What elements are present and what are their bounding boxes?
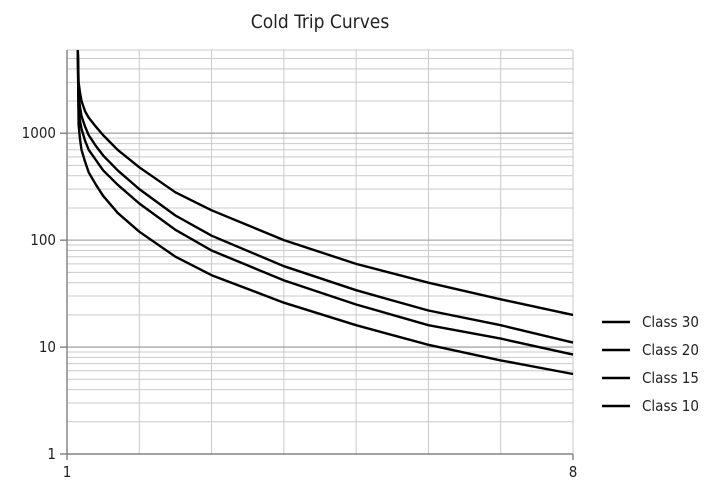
legend-label: Class 10 bbox=[642, 397, 699, 415]
series-line-class-20 bbox=[76, 49, 574, 344]
chart-title: Cold Trip Curves bbox=[251, 11, 390, 33]
tick-labels: 1 10 100 1000 1 8 bbox=[22, 124, 578, 481]
y-tick-label: 100 bbox=[30, 231, 56, 249]
y-tick-label: 10 bbox=[39, 338, 56, 356]
legend-label: Class 30 bbox=[642, 313, 699, 331]
series-line-class-30 bbox=[76, 49, 574, 317]
legend-label: Class 15 bbox=[642, 369, 699, 387]
x-tick-label: 8 bbox=[569, 463, 578, 481]
legend-label: Class 20 bbox=[642, 341, 699, 359]
x-tick-label: 1 bbox=[63, 463, 72, 481]
curves bbox=[76, 49, 574, 376]
legend: Class 30 Class 20 Class 15 Class 10 bbox=[602, 313, 699, 415]
series-line-class-10 bbox=[76, 49, 574, 376]
y-tick-label: 1000 bbox=[22, 124, 56, 142]
grid bbox=[66, 49, 574, 455]
y-tick-label: 1 bbox=[47, 445, 56, 463]
series-line-class-15 bbox=[76, 49, 574, 356]
